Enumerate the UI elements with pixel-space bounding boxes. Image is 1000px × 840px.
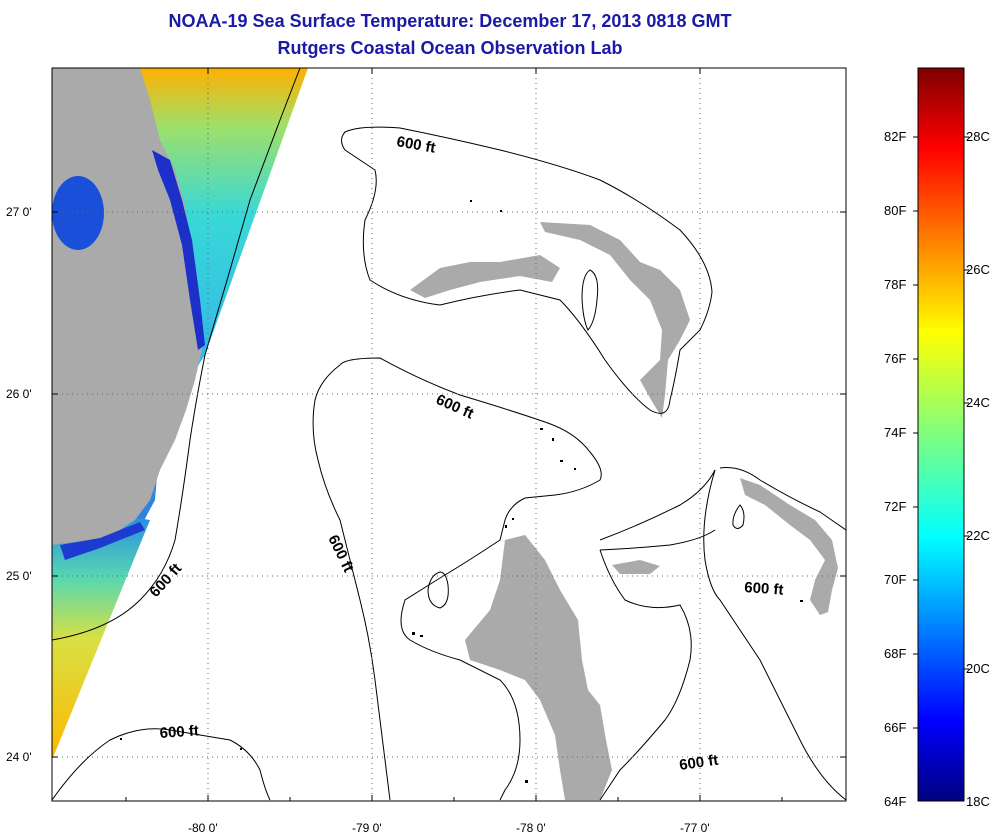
map-content: 600 ft 600 ft 600 ft 600 ft 600 ft 600 f…	[52, 68, 846, 801]
map-subtitle: Rutgers Coastal Ocean Observation Lab	[277, 38, 623, 58]
contour-label-6: 600 ft	[159, 722, 199, 742]
coastal-cold-band-south	[60, 522, 145, 560]
abaco-land	[540, 222, 690, 418]
cb-f-66: 66F	[884, 720, 906, 735]
cb-c-20: 20C	[966, 661, 990, 676]
lat-label-24: 24 0'	[6, 750, 32, 764]
cb-f-68: 68F	[884, 646, 906, 661]
cb-f-64: 64F	[884, 794, 906, 809]
cb-f-76: 76F	[884, 351, 906, 366]
cb-c-24: 24C	[966, 395, 990, 410]
cb-f-80: 80F	[884, 203, 906, 218]
lat-label-26: 26 0'	[6, 387, 32, 401]
cb-f-70: 70F	[884, 572, 906, 587]
cb-f-82: 82F	[884, 129, 906, 144]
sst-swath-south	[52, 518, 150, 760]
lake-okeechobee	[52, 176, 104, 250]
cays	[120, 200, 803, 783]
cb-c-28: 28C	[966, 129, 990, 144]
eleuthera-land	[740, 478, 838, 615]
lon-label-80: -80 0'	[188, 821, 218, 835]
colorbar-ticks	[913, 136, 969, 729]
lon-label-79: -79 0'	[352, 821, 382, 835]
contour-label-1: 600 ft	[395, 133, 437, 157]
lon-label-77: -77 0'	[680, 821, 710, 835]
lat-label-27: 27 0'	[6, 205, 32, 219]
cb-f-74: 74F	[884, 425, 906, 440]
grand-bahama-land	[410, 255, 560, 298]
contour-label-7: 600 ft	[678, 752, 719, 774]
andros-land	[465, 535, 612, 800]
cb-c-22: 22C	[966, 528, 990, 543]
map-frame	[51, 67, 847, 802]
nassau-land	[612, 560, 660, 574]
colorbar	[917, 67, 965, 802]
cb-f-78: 78F	[884, 277, 906, 292]
contour-label-2: 600 ft	[433, 391, 476, 422]
cb-c-18: 18C	[966, 794, 990, 809]
lon-label-78: -78 0'	[516, 821, 546, 835]
contour-label-4: 600 ft	[146, 560, 185, 600]
coastal-cold-band	[152, 150, 205, 350]
map-grid	[52, 68, 846, 801]
bathymetry-contours	[52, 68, 846, 801]
contour-label-3: 600 ft	[324, 532, 356, 575]
cb-f-72: 72F	[884, 499, 906, 514]
map-title: NOAA-19 Sea Surface Temperature: Decembe…	[168, 11, 732, 31]
cb-c-26: 26C	[966, 262, 990, 277]
map-ticks	[52, 68, 846, 801]
contour-label-5: 600 ft	[744, 579, 784, 599]
lat-label-25: 25 0'	[6, 569, 32, 583]
